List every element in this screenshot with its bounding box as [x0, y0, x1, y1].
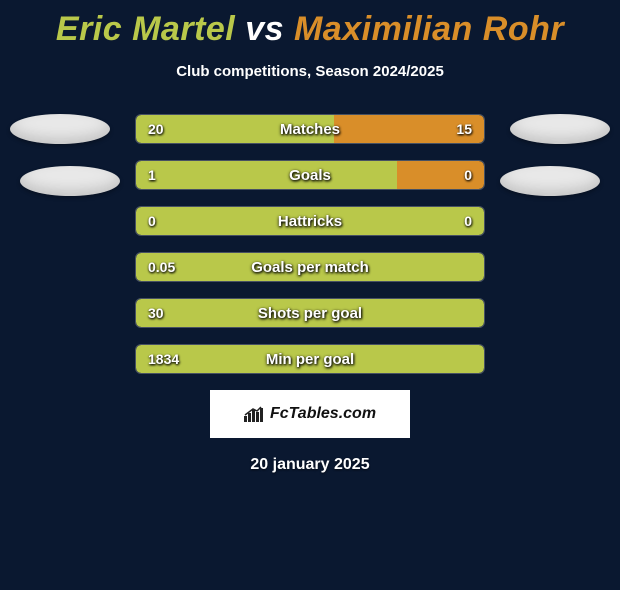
stat-bar-full-fill: [136, 299, 484, 327]
stat-bar: 10Goals: [135, 160, 485, 190]
team-badge-right-1: [510, 114, 610, 144]
team-badge-right-2: [500, 166, 600, 196]
chart-stage: 2015Matches10Goals00Hattricks0.05Goals p…: [0, 114, 620, 374]
player1-name: Eric Martel: [56, 10, 235, 48]
stat-bar: 00Hattricks: [135, 206, 485, 236]
snapshot-date: 20 january 2025: [0, 456, 620, 474]
team-badge-left-2: [20, 166, 120, 196]
subtitle: Club competitions, Season 2024/2025: [0, 63, 620, 80]
stat-value-right: 0: [452, 207, 484, 235]
stat-value-left: 20: [136, 115, 176, 143]
stat-bar: 2015Matches: [135, 114, 485, 144]
stat-value-right: 0: [452, 161, 484, 189]
stat-value-left: 0.05: [136, 253, 187, 281]
team-badge-left-1: [10, 114, 110, 144]
stat-bar: 30Shots per goal: [135, 298, 485, 328]
brand-text: FcTables.com: [270, 405, 376, 423]
stat-bar-full-fill: [136, 207, 484, 235]
stat-bar-full-fill: [136, 253, 484, 281]
stat-bars: 2015Matches10Goals00Hattricks0.05Goals p…: [135, 114, 485, 374]
stat-bar: 1834Min per goal: [135, 344, 485, 374]
stat-bar-left-fill: [136, 161, 397, 189]
stat-bar: 0.05Goals per match: [135, 252, 485, 282]
stat-value-left: 0: [136, 207, 168, 235]
stat-value-left: 30: [136, 299, 176, 327]
stat-value-left: 1834: [136, 345, 191, 373]
player2-name: Maximilian Rohr: [294, 10, 564, 48]
brand-box: FcTables.com: [210, 390, 410, 438]
vs-text: vs: [245, 10, 284, 48]
comparison-title: Eric Martel vs Maximilian Rohr: [0, 10, 620, 49]
stat-value-left: 1: [136, 161, 168, 189]
fctables-icon: [244, 406, 264, 422]
stat-value-right: 15: [444, 115, 484, 143]
